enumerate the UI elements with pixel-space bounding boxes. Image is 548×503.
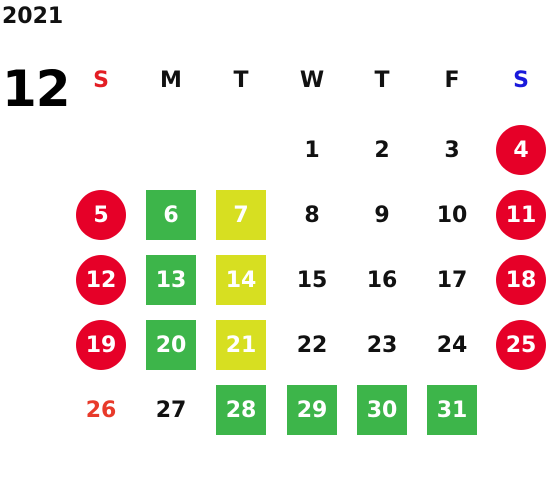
day-cell[interactable]: 17 xyxy=(436,267,468,293)
day-cell[interactable]: 22 xyxy=(296,332,328,358)
day-cell[interactable]: 21 xyxy=(216,320,266,370)
day-cell[interactable]: 2 xyxy=(374,137,390,163)
day-cell[interactable]: 9 xyxy=(374,202,390,228)
day-cell[interactable]: 19 xyxy=(76,320,126,370)
day-cell[interactable]: 1 xyxy=(304,137,320,163)
day-cell[interactable]: 31 xyxy=(427,385,477,435)
day-cell[interactable]: 24 xyxy=(436,332,468,358)
weekday-label: F xyxy=(444,68,460,93)
weekday-label: M xyxy=(160,68,182,93)
day-cell[interactable]: 12 xyxy=(76,255,126,305)
weekday-label: W xyxy=(299,68,325,93)
day-cell[interactable]: 23 xyxy=(366,332,398,358)
day-cell[interactable]: 30 xyxy=(357,385,407,435)
day-cell[interactable]: 15 xyxy=(296,267,328,293)
day-cell[interactable]: 6 xyxy=(146,190,196,240)
day-cell[interactable]: 14 xyxy=(216,255,266,305)
year-label: 2021 xyxy=(2,4,64,29)
weekday-label: S xyxy=(93,68,109,93)
day-cell[interactable]: 16 xyxy=(366,267,398,293)
day-cell[interactable]: 27 xyxy=(155,397,187,423)
day-cell[interactable]: 20 xyxy=(146,320,196,370)
day-cell[interactable]: 13 xyxy=(146,255,196,305)
day-cell[interactable]: 8 xyxy=(304,202,320,228)
day-cell[interactable]: 3 xyxy=(444,137,460,163)
weekday-label: T xyxy=(374,68,390,93)
day-cell[interactable]: 18 xyxy=(496,255,546,305)
weekday-label: S xyxy=(513,68,529,93)
day-cell[interactable]: 4 xyxy=(496,125,546,175)
day-cell[interactable]: 29 xyxy=(287,385,337,435)
day-cell[interactable]: 28 xyxy=(216,385,266,435)
day-cell[interactable]: 7 xyxy=(216,190,266,240)
day-cell[interactable]: 5 xyxy=(76,190,126,240)
month-number: 12 xyxy=(2,60,71,118)
weekday-label: T xyxy=(233,68,249,93)
day-cell[interactable]: 10 xyxy=(436,202,468,228)
day-cell[interactable]: 26 xyxy=(85,397,117,423)
day-cell[interactable]: 11 xyxy=(496,190,546,240)
day-cell[interactable]: 25 xyxy=(496,320,546,370)
